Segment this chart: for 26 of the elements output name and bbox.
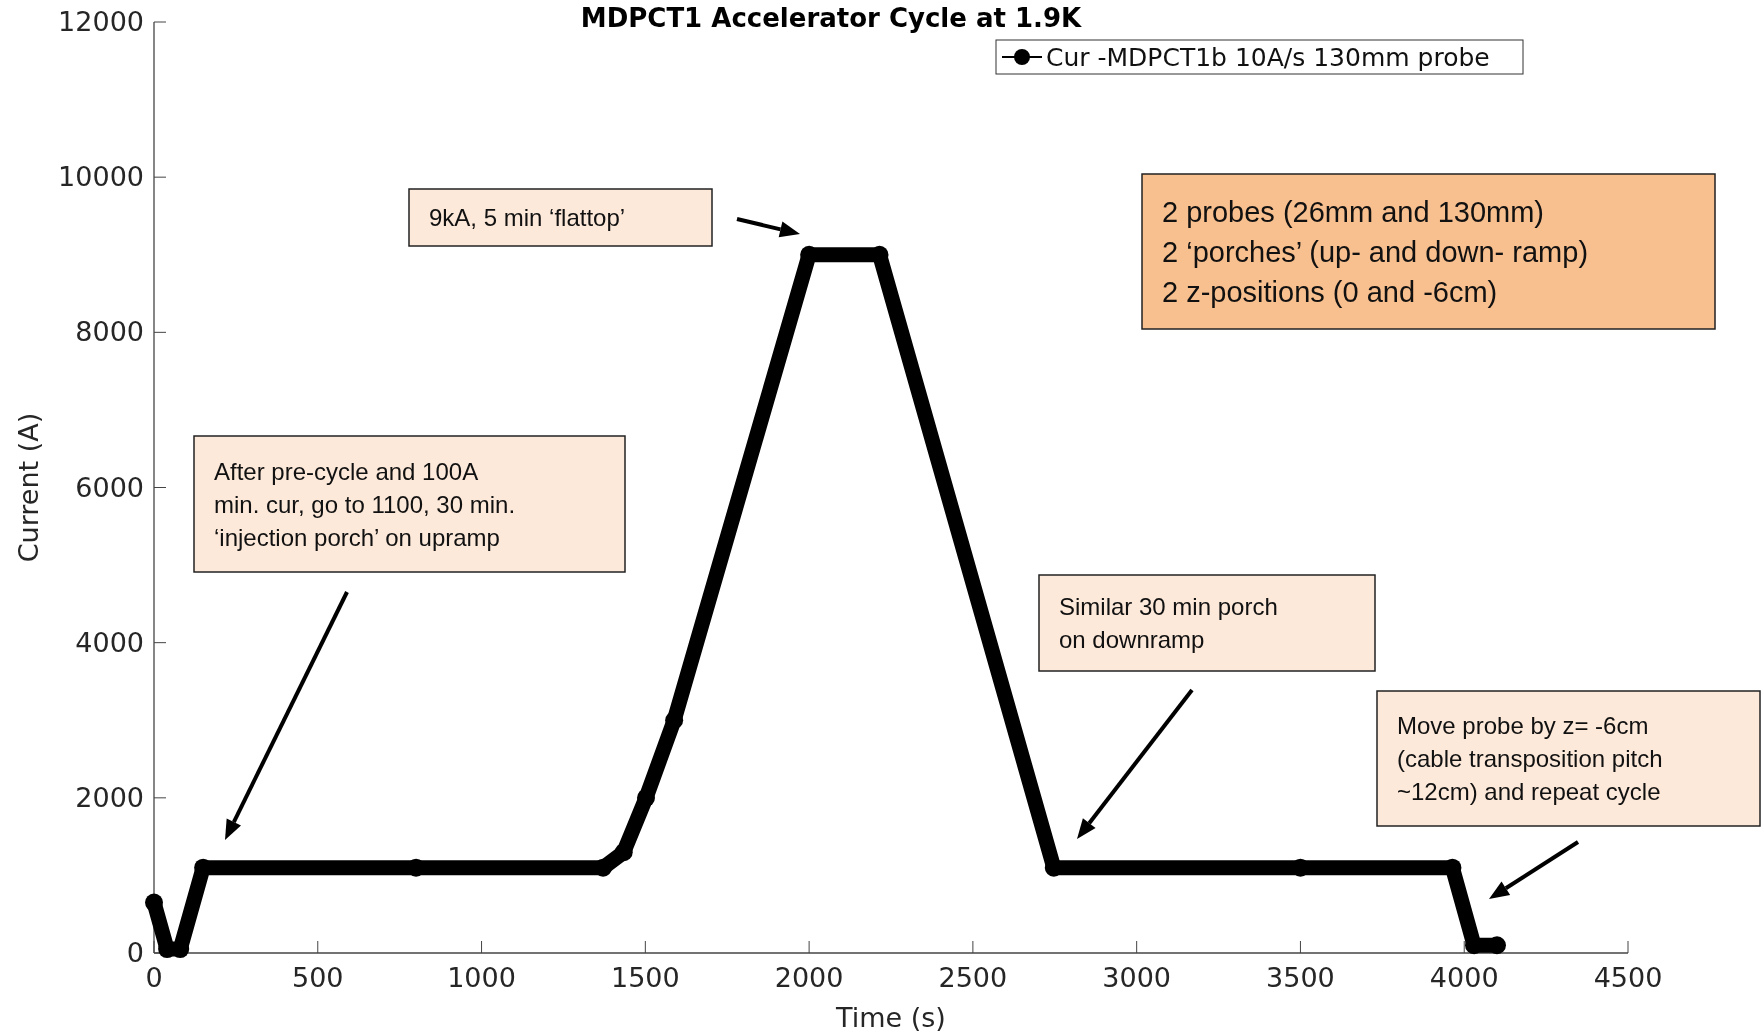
- annotation: Similar 30 min porch on downramp: [1059, 593, 1278, 654]
- y-tick-label: 10000: [58, 161, 144, 193]
- chart-title: MDPCT1 Accelerator Cycle at 1.9K: [580, 3, 1083, 33]
- annotation: 2 probes (26mm and 130mm) 2 ‘porches’ (up- and down- ramp) 2 z-positions (0 and -6cm): [1162, 195, 1589, 308]
- y-tick-label: 0: [126, 937, 144, 968]
- x-tick-label: 3000: [1102, 962, 1172, 993]
- annotation: 9kA, 5 min ‘flattop’: [429, 204, 626, 232]
- y-tick-label: 2000: [75, 781, 144, 813]
- x-tick-label: 1500: [610, 962, 680, 993]
- legend-label: Cur -MDPCT1b 10A/s 130mm probe: [1046, 43, 1490, 72]
- y-tick-label: 12000: [58, 6, 144, 37]
- x-tick-label: 0: [145, 962, 163, 993]
- y-axis-title: Current (A): [13, 412, 44, 563]
- annotation: After pre-cycle and 100A min. cur, go to 1100, 30 min. ‘injection porch’ on upramp: [214, 457, 516, 551]
- x-tick-label: 3500: [1266, 962, 1335, 993]
- y-tick-label: 4000: [75, 626, 144, 658]
- x-tick-label: 1000: [447, 962, 516, 993]
- y-tick-label: 6000: [75, 471, 144, 503]
- annotation: Move probe by z= -6cm (cable transposition pitch ~12cm) and repeat cycle: [1397, 712, 1663, 806]
- y-tick-label: 8000: [75, 316, 144, 348]
- x-tick-label: 4000: [1429, 962, 1499, 993]
- x-tick-label: 2000: [774, 962, 844, 993]
- x-axis-title: Time (s): [835, 1002, 946, 1032]
- x-tick-label: 500: [292, 962, 344, 993]
- x-tick-label: 4500: [1593, 962, 1663, 993]
- x-tick-label: 2500: [938, 962, 1008, 993]
